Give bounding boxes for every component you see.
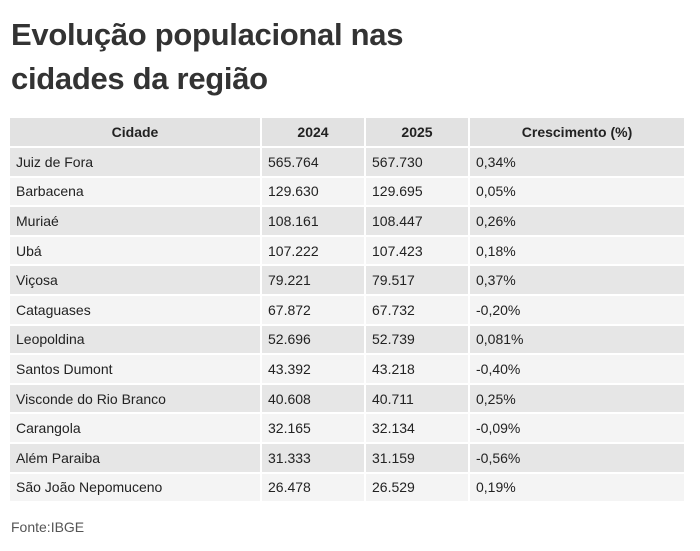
cell-2024: 107.222 [262,236,366,267]
cell-cidade: Leopoldina [10,325,262,356]
cell-2025: 52.739 [366,325,470,356]
cell-2024: 67.872 [262,295,366,326]
cell-2025: 129.695 [366,177,470,208]
cell-2025: 40.711 [366,384,470,415]
cell-crescimento: 0,25% [470,384,684,415]
column-header-crescimento: Crescimento (%) [470,118,684,148]
cell-2025: 107.423 [366,236,470,267]
table-row: São João Nepomuceno 26.478 26.529 0,19% [10,473,684,504]
cell-cidade: Ubá [10,236,262,267]
cell-2024: 40.608 [262,384,366,415]
source-note: Fonte:IBGE [11,519,85,535]
cell-crescimento: 0,37% [470,266,684,296]
cell-cidade: Santos Dumont [10,355,262,385]
cell-2024: 26.478 [262,473,366,504]
cell-2024: 31.333 [262,443,366,474]
title-line-2: cidades da região [11,61,268,96]
table-row: Além Paraiba 31.333 31.159 -0,56% [10,443,684,474]
cell-2024: 79.221 [262,266,366,296]
cell-cidade: Juiz de Fora [10,148,262,178]
table-row: Carangola 32.165 32.134 -0,09% [10,414,684,444]
cell-cidade: Viçosa [10,266,262,296]
cell-2025: 67.732 [366,295,470,326]
table-header-row: Cidade 2024 2025 Crescimento (%) [10,118,684,148]
cell-2025: 31.159 [366,443,470,474]
population-table: Cidade 2024 2025 Crescimento (%) Juiz de… [10,118,684,504]
table-row: Leopoldina 52.696 52.739 0,081% [10,325,684,356]
cell-crescimento: 0,19% [470,473,684,504]
cell-crescimento: -0,40% [470,355,684,385]
table-row: Cataguases 67.872 67.732 -0,20% [10,295,684,326]
cell-cidade: São João Nepomuceno [10,473,262,504]
cell-2025: 32.134 [366,414,470,444]
cell-2025: 26.529 [366,473,470,504]
cell-2024: 108.161 [262,207,366,237]
table-row: Ubá 107.222 107.423 0,18% [10,236,684,267]
cell-2025: 43.218 [366,355,470,385]
cell-2025: 108.447 [366,207,470,237]
table-row: Barbacena 129.630 129.695 0,05% [10,177,684,208]
cell-crescimento: 0,18% [470,236,684,267]
cell-crescimento: -0,56% [470,443,684,474]
title-line-1: Evolução populacional nas [11,17,404,52]
cell-cidade: Cataguases [10,295,262,326]
cell-2024: 565.764 [262,148,366,178]
column-header-2024: 2024 [262,118,366,148]
cell-2025: 79.517 [366,266,470,296]
cell-crescimento: 0,34% [470,148,684,178]
cell-crescimento: 0,081% [470,325,684,356]
cell-cidade: Muriaé [10,207,262,237]
cell-crescimento: 0,05% [470,177,684,208]
cell-2024: 129.630 [262,177,366,208]
cell-crescimento: -0,20% [470,295,684,326]
page-title: Evolução populacional nas cidades da regi… [11,13,571,101]
cell-cidade: Carangola [10,414,262,444]
cell-cidade: Visconde do Rio Branco [10,384,262,415]
cell-2024: 43.392 [262,355,366,385]
cell-2024: 32.165 [262,414,366,444]
table-row: Viçosa 79.221 79.517 0,37% [10,266,684,296]
cell-cidade: Além Paraiba [10,443,262,474]
table-body: Juiz de Fora 565.764 567.730 0,34% Barbacena… [10,148,684,504]
cell-crescimento: -0,09% [470,414,684,444]
cell-2024: 52.696 [262,325,366,356]
table-row: Muriaé 108.161 108.447 0,26% [10,207,684,237]
table-row: Santos Dumont 43.392 43.218 -0,40% [10,355,684,385]
cell-crescimento: 0,26% [470,207,684,237]
table-row: Visconde do Rio Branco 40.608 40.711 0,25% [10,384,684,415]
column-header-2025: 2025 [366,118,470,148]
column-header-cidade: Cidade [10,118,262,148]
cell-2025: 567.730 [366,148,470,178]
table-row: Juiz de Fora 565.764 567.730 0,34% [10,148,684,178]
cell-cidade: Barbacena [10,177,262,208]
